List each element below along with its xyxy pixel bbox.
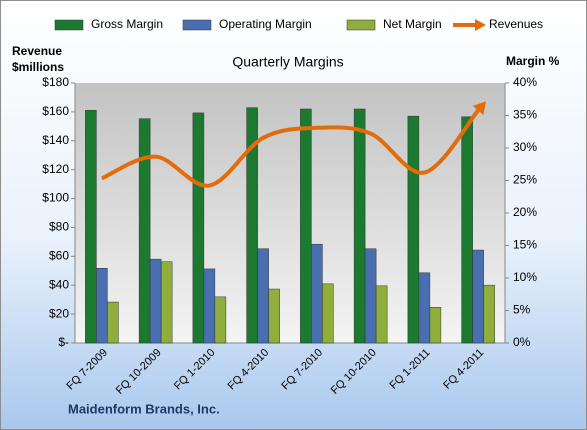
- footer: Maidenform Brands, Inc.: [68, 401, 220, 416]
- bar: [214, 296, 227, 344]
- y2-tick-label: 25%: [513, 173, 537, 187]
- bar: [461, 116, 473, 344]
- y-tick-label: $20: [49, 306, 69, 320]
- legend-swatch: [475, 19, 486, 31]
- bar: [160, 261, 173, 344]
- line-arrowhead: [472, 101, 486, 116]
- y2-tick-label: 15%: [513, 238, 537, 252]
- y-tick-label: $160: [42, 104, 69, 118]
- legend-label: Gross Margin: [91, 17, 163, 31]
- bar: [311, 243, 323, 344]
- legend-swatch: [54, 19, 84, 31]
- bar: [203, 268, 216, 344]
- y2-tick-label: 20%: [513, 205, 537, 219]
- y-tick-label: $60: [49, 249, 69, 263]
- y-tick-label: $100: [42, 191, 69, 205]
- bar: [257, 248, 269, 344]
- y-axis-title: $millions: [12, 60, 64, 74]
- chart-title: Quarterly Margins: [232, 54, 343, 70]
- bar: [96, 268, 108, 344]
- legend-swatch: [346, 19, 376, 31]
- bar: [472, 249, 484, 344]
- y2-tick-label: 30%: [513, 140, 537, 154]
- bar: [353, 108, 366, 344]
- bar: [429, 307, 442, 344]
- y-tick-label: $180: [42, 75, 69, 89]
- legend-label: Revenues: [489, 17, 543, 31]
- bar: [364, 248, 377, 344]
- bar: [418, 272, 431, 344]
- y2-tick-label: 35%: [513, 108, 537, 122]
- y-tick-label: $140: [42, 133, 69, 147]
- bar: [192, 112, 205, 344]
- y-tick-label: $80: [49, 220, 69, 234]
- y2-tick-label: 0%: [513, 335, 531, 349]
- legend-swatch: [182, 19, 212, 31]
- bar: [138, 118, 151, 344]
- y2-tick-label: 10%: [513, 270, 537, 284]
- bar: [407, 115, 420, 344]
- bar: [322, 283, 334, 344]
- y-tick-label: $40: [49, 277, 69, 291]
- bar: [268, 288, 280, 344]
- y2-tick-label: 5%: [513, 303, 531, 317]
- y2-tick-label: 40%: [513, 75, 537, 89]
- y-tick-label: $120: [42, 162, 69, 176]
- bar: [483, 284, 495, 344]
- bar: [375, 285, 388, 344]
- bar: [149, 258, 162, 344]
- bar: [246, 107, 258, 344]
- bar: [107, 301, 119, 344]
- bar: [300, 108, 312, 344]
- y-axis-title: Revenue: [12, 44, 62, 58]
- revenue-line: [101, 109, 480, 188]
- legend-label: Operating Margin: [219, 17, 312, 31]
- y2-axis-title: Margin %: [506, 54, 560, 68]
- legend-label: Net Margin: [383, 17, 442, 31]
- y-tick-label: $-: [58, 335, 69, 349]
- bar: [85, 110, 97, 344]
